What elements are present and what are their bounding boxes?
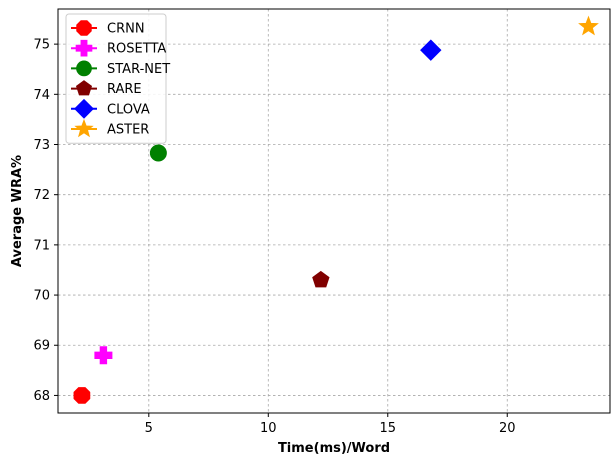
y-tick-label: 75 (33, 38, 50, 53)
y-tick-label: 73 (33, 138, 50, 153)
y-tick-label: 71 (33, 238, 50, 253)
legend-label: ROSETTA (107, 42, 166, 57)
x-axis-title: Time(ms)/Word (278, 441, 390, 456)
data-point-clova (420, 39, 442, 61)
legend-marker-aster (74, 118, 94, 138)
plot-frame (57, 8, 611, 414)
legend-label: CLOVA (107, 102, 150, 117)
legend-marker-rare (75, 80, 93, 96)
y-axis-title: Average WRA% (10, 155, 25, 267)
x-tick-label: 20 (499, 421, 516, 436)
x-axis-ticks: 5 10 15 20 (145, 413, 516, 436)
legend-item-rare: RARE (71, 80, 142, 97)
legend-label: STAR-NET (107, 62, 170, 77)
data-point-rosetta (94, 346, 113, 365)
data-point-aster (578, 15, 599, 36)
data-points (73, 15, 599, 404)
legend-marker-clova (74, 98, 94, 119)
y-tick-label: 74 (33, 88, 50, 103)
legend-item-clova: CLOVA (71, 98, 150, 119)
legend-marker-rosetta (75, 39, 93, 57)
y-tick-label: 69 (33, 339, 50, 354)
y-tick-label: 68 (33, 389, 50, 404)
legend-label: ASTER (107, 123, 149, 138)
y-tick-label: 72 (33, 188, 50, 203)
legend-marker-crnn (76, 20, 92, 36)
x-tick-label: 15 (379, 421, 396, 436)
legend-item-star-net: STAR-NET (71, 60, 170, 77)
x-tick-label: 5 (145, 421, 153, 436)
data-point-crnn (73, 387, 91, 404)
y-axis-ticks: 68 69 70 71 72 73 74 75 (33, 38, 58, 404)
x-tick-label: 10 (260, 421, 277, 436)
legend-label: RARE (107, 82, 142, 97)
legend-item-crnn: CRNN (71, 20, 145, 37)
legend-item-aster: ASTER (71, 118, 149, 138)
legend: CRNN ROSETTA STAR-NET RARE CLOVA ASTER (65, 13, 170, 144)
legend-marker-star-net (76, 60, 92, 77)
y-tick-label: 70 (33, 289, 50, 304)
legend-label: CRNN (107, 22, 145, 37)
data-point-star-net (149, 144, 167, 162)
data-point-rare (312, 270, 330, 288)
legend-item-rosetta: ROSETTA (71, 39, 166, 57)
